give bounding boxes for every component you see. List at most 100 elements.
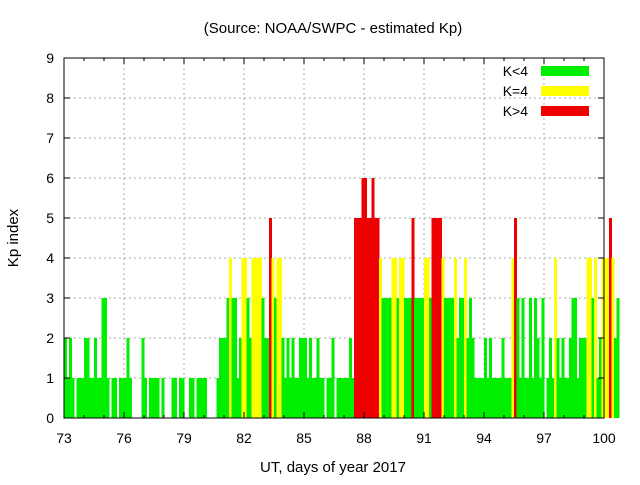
kp-bar <box>151 378 155 418</box>
kp-bar <box>351 378 355 418</box>
legend-label: K<4 <box>503 63 529 79</box>
kp-bar <box>386 298 390 418</box>
kp-bar <box>541 298 545 418</box>
kp-bar <box>221 338 225 418</box>
kp-bar <box>294 378 297 418</box>
kp-bar <box>161 378 165 418</box>
kp-bar <box>204 378 207 418</box>
plot-frame <box>63 57 605 419</box>
y-tick-label: 9 <box>46 50 54 66</box>
x-tick-label: 73 <box>56 430 72 446</box>
y-axis-label: Kp index <box>5 208 22 267</box>
kp-bar <box>374 218 377 418</box>
kp-bar <box>299 338 302 418</box>
kp-bar <box>431 218 435 418</box>
kp-bar <box>349 338 352 418</box>
kp-bar <box>344 378 347 418</box>
kp-bar <box>246 298 250 418</box>
kp-bar <box>574 298 577 418</box>
kp-bar <box>174 378 177 418</box>
kp-bar <box>119 378 122 418</box>
kp-bar <box>241 258 245 418</box>
y-tick-label: 0 <box>46 410 54 426</box>
kp-bar <box>356 218 360 418</box>
kp-bar <box>256 258 260 418</box>
kp-bar <box>336 378 340 418</box>
kp-bar <box>269 218 272 418</box>
kp-bar <box>229 258 232 418</box>
kp-bar <box>444 298 447 418</box>
kp-bar <box>84 338 87 418</box>
kp-bar <box>456 338 460 418</box>
kp-bar <box>524 378 527 418</box>
x-tick-label: 88 <box>356 430 372 446</box>
x-tick-label: 97 <box>536 430 552 446</box>
kp-bar <box>296 378 300 418</box>
kp-bar <box>429 298 432 418</box>
kp-bar <box>469 298 472 418</box>
kp-bar <box>404 298 407 418</box>
kp-bar <box>576 378 580 418</box>
kp-bar <box>244 258 247 418</box>
kp-bar <box>586 258 590 418</box>
kp-bar <box>249 338 252 418</box>
kp-bar <box>266 338 270 418</box>
y-tick-label: 7 <box>46 130 54 146</box>
kp-bar <box>479 378 482 418</box>
kp-bar <box>569 338 572 418</box>
kp-bar <box>489 338 492 418</box>
kp-bar <box>259 258 262 418</box>
kp-bar <box>476 378 480 418</box>
x-tick-label: 91 <box>416 430 432 446</box>
kp-bar <box>201 378 205 418</box>
legend-swatch <box>541 106 589 116</box>
kp-bar <box>216 378 220 418</box>
kp-bar <box>121 378 125 418</box>
kp-bar <box>91 378 95 418</box>
kp-bar <box>529 298 532 418</box>
legend-swatch <box>541 66 589 76</box>
kp-bar <box>96 378 100 418</box>
kp-bar <box>144 378 147 418</box>
kp-bar <box>254 258 257 418</box>
kp-bar <box>531 378 535 418</box>
x-tick-label: 82 <box>236 430 252 446</box>
kp-bar <box>154 378 157 418</box>
kp-bar <box>421 298 425 418</box>
kp-bar <box>69 338 72 418</box>
kp-bar <box>126 338 130 418</box>
kp-bar <box>71 378 75 418</box>
kp-bar <box>289 378 292 418</box>
kp-bar <box>301 338 305 418</box>
kp-bar <box>556 338 560 418</box>
kp-bar <box>141 338 145 418</box>
kp-bar <box>99 378 102 418</box>
kp-bar <box>281 338 285 418</box>
kp-bar <box>171 378 175 418</box>
kp-bar <box>111 378 115 418</box>
kp-bar <box>501 338 505 418</box>
kp-bar <box>284 378 287 418</box>
kp-bar <box>604 258 607 418</box>
kp-bar <box>391 258 395 418</box>
kp-bar <box>571 298 575 418</box>
kp-bar <box>579 338 582 418</box>
kp-bar <box>396 298 400 418</box>
kp-bar <box>401 258 405 418</box>
kp-bar <box>491 378 495 418</box>
kp-bar <box>589 258 592 418</box>
kp-bar <box>496 378 500 418</box>
kp-bar <box>279 258 282 418</box>
kp-bar <box>474 378 477 418</box>
kp-bar <box>466 338 470 418</box>
x-tick-label: 76 <box>116 430 132 446</box>
kp-bar <box>559 378 562 418</box>
legend-swatch <box>541 86 589 96</box>
kp-bar <box>274 298 277 418</box>
kp-bar <box>609 218 612 418</box>
kp-bar <box>411 218 415 418</box>
kp-bar <box>546 378 550 418</box>
kp-bar <box>486 378 490 418</box>
kp-bar <box>329 378 332 418</box>
